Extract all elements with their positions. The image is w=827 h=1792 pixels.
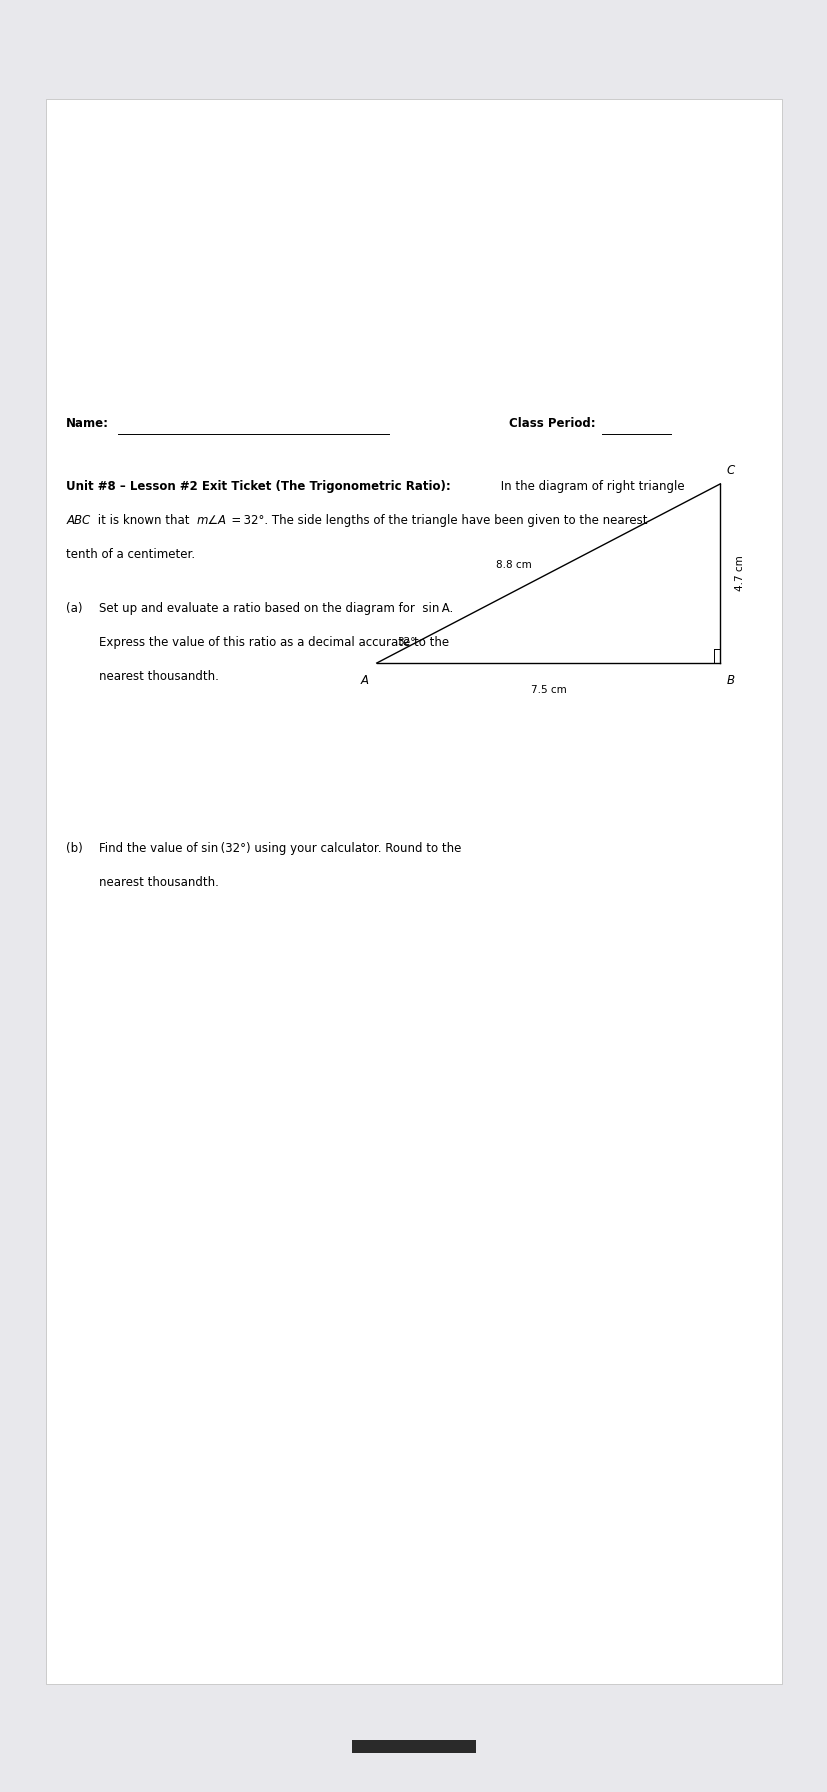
Text: (a): (a) xyxy=(66,602,83,615)
Text: nearest thousandth.: nearest thousandth. xyxy=(99,876,219,889)
Text: tenth of a centimeter.: tenth of a centimeter. xyxy=(66,548,195,561)
Text: Set up and evaluate a ratio based on the diagram for  sin A.: Set up and evaluate a ratio based on the… xyxy=(99,602,453,615)
Text: 4.7 cm: 4.7 cm xyxy=(734,556,744,591)
Text: 32°: 32° xyxy=(397,636,415,647)
Text: Express the value of this ratio as a decimal accurate to the: Express the value of this ratio as a dec… xyxy=(99,636,449,649)
Bar xyxy=(45,99,782,1684)
Text: 7.5 cm: 7.5 cm xyxy=(530,685,566,695)
Text: Name:: Name: xyxy=(66,418,109,430)
Text: nearest thousandth.: nearest thousandth. xyxy=(99,670,219,683)
Text: C: C xyxy=(726,464,734,477)
Bar xyxy=(351,1740,476,1753)
Text: Class Period:: Class Period: xyxy=(509,418,595,430)
Text: 8.8 cm: 8.8 cm xyxy=(495,559,531,570)
Text: Unit #8 – Lesson #2 Exit Ticket (The Trigonometric Ratio):: Unit #8 – Lesson #2 Exit Ticket (The Tri… xyxy=(66,480,451,493)
Text: Find the value of sin (32°) using your calculator. Round to the: Find the value of sin (32°) using your c… xyxy=(99,842,461,855)
Text: m∠A: m∠A xyxy=(197,514,227,527)
Text: ABC: ABC xyxy=(66,514,90,527)
Text: In the diagram of right triangle: In the diagram of right triangle xyxy=(496,480,684,493)
Text: B: B xyxy=(726,674,734,686)
Text: it is known that: it is known that xyxy=(93,514,193,527)
Text: A: A xyxy=(360,674,368,686)
Text: (b): (b) xyxy=(66,842,83,855)
Text: = 32°. The side lengths of the triangle have been given to the nearest: = 32°. The side lengths of the triangle … xyxy=(228,514,646,527)
